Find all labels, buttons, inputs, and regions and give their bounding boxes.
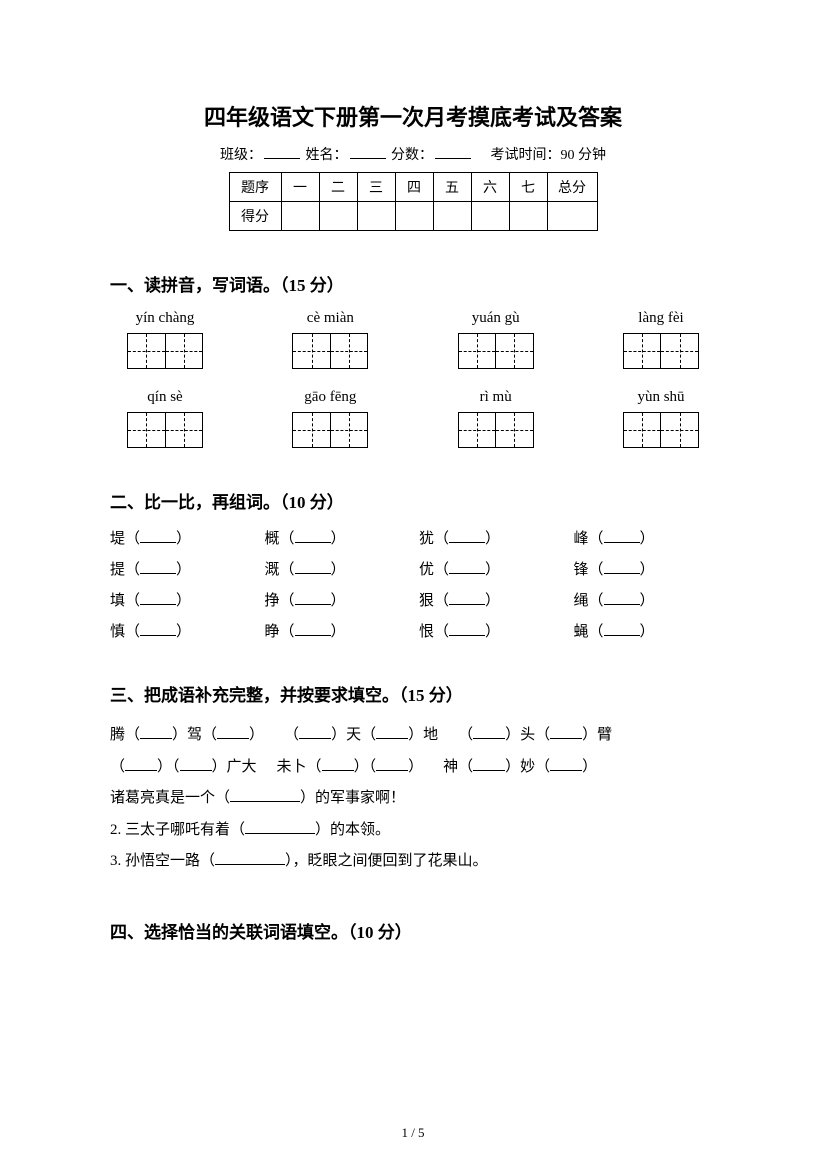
compare-item: 睁（）: [265, 620, 408, 641]
td-cell: [319, 202, 357, 231]
pinyin-label: cè miàn: [275, 310, 385, 327]
score-blank: [435, 145, 471, 159]
class-blank: [264, 145, 300, 159]
th-col: 四: [395, 173, 433, 202]
section-heading: 二、比一比，再组词。（10 分）: [110, 488, 716, 513]
td-cell: [357, 202, 395, 231]
table-row: 得分: [229, 202, 597, 231]
td-cell: [547, 202, 597, 231]
td-cell: [471, 202, 509, 231]
pinyin-item: làng fèi: [606, 310, 716, 369]
idiom-lines: 腾（）驾（）（）天（）地（）头（）臂 （）（）广大未卜（）（）神（）妙（） 诸葛…: [110, 720, 716, 878]
section-2: 二、比一比，再组词。（10 分） 堤（） 概（） 犹（） 峰（） 提（） 溉（）…: [110, 488, 716, 641]
th-col: 二: [319, 173, 357, 202]
section-heading: 三、把成语补充完整，并按要求填空。（15 分）: [110, 681, 716, 706]
compare-item: 锋（）: [574, 558, 717, 579]
page-title: 四年级语文下册第一次月考摸底考试及答案: [110, 100, 716, 132]
section-1: 一、读拼音，写词语。（15 分） yín chàng cè miàn yuán …: [110, 271, 716, 448]
tianzige-box: [292, 333, 368, 369]
tianzige-box: [623, 412, 699, 448]
th-label: 题序: [229, 173, 281, 202]
pinyin-label: qín sè: [110, 389, 220, 406]
idiom-line: 诸葛亮真是一个（）的军事家啊！: [110, 783, 716, 815]
idiom-line: 2. 三太子哪吒有着（）的本领。: [110, 815, 716, 847]
pinyin-label: làng fèi: [606, 310, 716, 327]
compare-item: 绳（）: [574, 589, 717, 610]
compare-item: 蝇（）: [574, 620, 717, 641]
compare-grid: 堤（） 概（） 犹（） 峰（） 提（） 溉（） 优（） 锋（） 填（） 挣（） …: [110, 527, 716, 641]
pinyin-label: yùn shū: [606, 389, 716, 406]
idiom-line: 腾（）驾（）（）天（）地（）头（）臂: [110, 720, 716, 752]
td-cell: [281, 202, 319, 231]
compare-item: 峰（）: [574, 527, 717, 548]
idiom-line: 3. 孙悟空一路（），眨眼之间便回到了花果山。: [110, 846, 716, 878]
compare-item: 概（）: [265, 527, 408, 548]
compare-item: 狠（）: [419, 589, 562, 610]
pinyin-label: rì mù: [441, 389, 551, 406]
compare-item: 优（）: [419, 558, 562, 579]
pinyin-item: gāo fēng: [275, 389, 385, 448]
compare-item: 慎（）: [110, 620, 253, 641]
score-table: 题序 一 二 三 四 五 六 七 总分 得分: [229, 172, 598, 231]
compare-item: 恨（）: [419, 620, 562, 641]
pinyin-item: rì mù: [441, 389, 551, 448]
score-label: 分数：: [391, 148, 433, 163]
th-col: 三: [357, 173, 395, 202]
idiom-line: （）（）广大未卜（）（）神（）妙（）: [110, 752, 716, 784]
td-cell: [433, 202, 471, 231]
compare-item: 挣（）: [265, 589, 408, 610]
tianzige-box: [623, 333, 699, 369]
compare-item: 提（）: [110, 558, 253, 579]
section-heading: 一、读拼音，写词语。（15 分）: [110, 271, 716, 296]
page-number: 1 / 5: [0, 1125, 826, 1141]
th-col: 五: [433, 173, 471, 202]
section-4: 四、选择恰当的关联词语填空。（10 分）: [110, 918, 716, 943]
pinyin-label: gāo fēng: [275, 389, 385, 406]
compare-item: 溉（）: [265, 558, 408, 579]
pinyin-row: yín chàng cè miàn yuán gù làng fèi: [110, 310, 716, 369]
tianzige-box: [127, 412, 203, 448]
compare-item: 堤（）: [110, 527, 253, 548]
compare-item: 填（）: [110, 589, 253, 610]
pinyin-row: qín sè gāo fēng rì mù yùn shū: [110, 389, 716, 448]
table-row: 题序 一 二 三 四 五 六 七 总分: [229, 173, 597, 202]
compare-item: 犹（）: [419, 527, 562, 548]
pinyin-label: yuán gù: [441, 310, 551, 327]
td-cell: [509, 202, 547, 231]
section-3: 三、把成语补充完整，并按要求填空。（15 分） 腾（）驾（）（）天（）地（）头（…: [110, 681, 716, 878]
td-label: 得分: [229, 202, 281, 231]
th-total: 总分: [547, 173, 597, 202]
info-line: 班级： 姓名： 分数： 考试时间：90 分钟: [110, 144, 716, 164]
class-label: 班级：: [220, 148, 262, 163]
pinyin-item: qín sè: [110, 389, 220, 448]
th-col: 七: [509, 173, 547, 202]
th-col: 六: [471, 173, 509, 202]
tianzige-box: [127, 333, 203, 369]
pinyin-item: yín chàng: [110, 310, 220, 369]
section-heading: 四、选择恰当的关联词语填空。（10 分）: [110, 918, 716, 943]
pinyin-item: yuán gù: [441, 310, 551, 369]
tianzige-box: [292, 412, 368, 448]
name-blank: [350, 145, 386, 159]
pinyin-item: yùn shū: [606, 389, 716, 448]
name-label: 姓名：: [306, 148, 348, 163]
tianzige-box: [458, 412, 534, 448]
time-label: 考试时间：90 分钟: [491, 148, 607, 163]
th-col: 一: [281, 173, 319, 202]
pinyin-label: yín chàng: [110, 310, 220, 327]
td-cell: [395, 202, 433, 231]
tianzige-box: [458, 333, 534, 369]
pinyin-item: cè miàn: [275, 310, 385, 369]
